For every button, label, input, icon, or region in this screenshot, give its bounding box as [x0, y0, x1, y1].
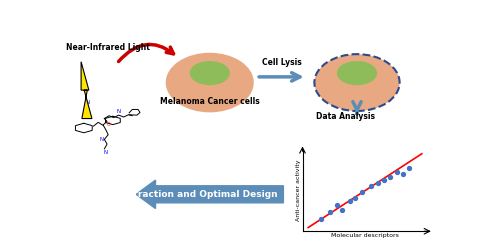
- FancyArrow shape: [136, 180, 284, 209]
- Point: [358, 190, 366, 194]
- Point: [326, 211, 334, 215]
- Point: [317, 217, 325, 221]
- Text: Feature Extraction and Optimal Design: Feature Extraction and Optimal Design: [80, 190, 278, 199]
- Point: [346, 199, 354, 203]
- Point: [386, 175, 394, 179]
- Point: [368, 184, 376, 188]
- Point: [351, 196, 359, 200]
- Point: [405, 166, 413, 170]
- Text: N: N: [116, 109, 121, 114]
- Text: Near-Infrared Light: Near-Infrared Light: [66, 43, 150, 52]
- Polygon shape: [81, 62, 92, 119]
- Text: N: N: [103, 150, 107, 155]
- Ellipse shape: [167, 54, 252, 111]
- Text: O: O: [106, 122, 110, 127]
- Text: Cell Lysis: Cell Lysis: [262, 58, 302, 67]
- Text: Melanoma Cancer cells: Melanoma Cancer cells: [160, 97, 260, 106]
- Ellipse shape: [314, 54, 400, 111]
- Y-axis label: Anti-cancer activity: Anti-cancer activity: [296, 160, 301, 221]
- Text: N: N: [86, 100, 90, 105]
- Point: [392, 169, 400, 173]
- FancyArrowPatch shape: [118, 44, 174, 62]
- Ellipse shape: [338, 62, 376, 84]
- Point: [338, 208, 346, 212]
- Point: [333, 203, 341, 207]
- Point: [374, 181, 382, 185]
- Point: [399, 172, 407, 176]
- Ellipse shape: [190, 62, 229, 84]
- Point: [380, 178, 388, 182]
- X-axis label: Molecular descriptors: Molecular descriptors: [331, 233, 399, 238]
- Text: N: N: [99, 137, 103, 142]
- Text: Data Analysis: Data Analysis: [316, 112, 375, 121]
